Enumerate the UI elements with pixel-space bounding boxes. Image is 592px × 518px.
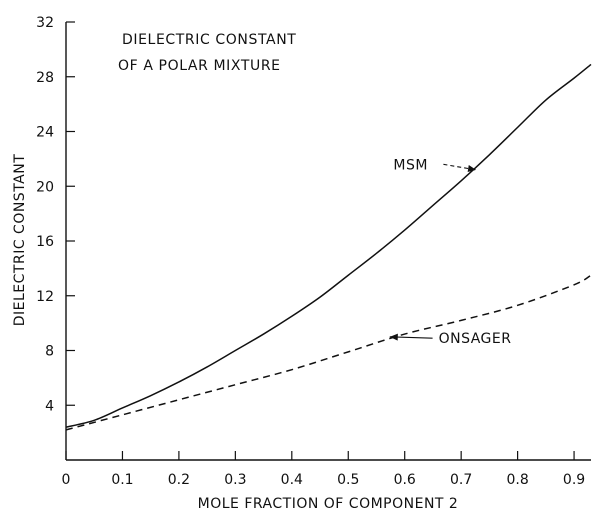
annotation-label-msm: MSM bbox=[393, 157, 428, 173]
x-tick-label: 0.1 bbox=[111, 472, 133, 488]
y-tick-label: 32 bbox=[36, 15, 54, 31]
series-line-msm bbox=[65, 63, 592, 428]
x-tick-label: 0.5 bbox=[337, 472, 359, 488]
y-tick-label: 24 bbox=[36, 125, 54, 141]
annotation-label-onsager: ONSAGER bbox=[439, 331, 512, 347]
y-axis-label: DIELECTRIC CONSTANT bbox=[12, 154, 28, 327]
y-tick-label: 16 bbox=[36, 234, 54, 250]
x-axis-label: MOLE FRACTION OF COMPONENT 2 bbox=[198, 496, 459, 512]
axes: 4 8 12 16 20 24 28 32 0 0.1 0.2 0.3 0.4 0.5 0.6 0.7 0.8 0… bbox=[36, 15, 591, 488]
x-tick-label: 0.3 bbox=[224, 472, 246, 488]
y-tick-label: 20 bbox=[36, 179, 54, 195]
annotation-arrowhead-onsager bbox=[389, 333, 398, 341]
annotations: MSM ONSAGER bbox=[389, 157, 512, 347]
y-tick-label: 4 bbox=[45, 398, 54, 414]
chart-title-line-2: OF A POLAR MIXTURE bbox=[118, 58, 281, 74]
annotation-arrow-msm bbox=[443, 163, 477, 171]
y-tick-label: 28 bbox=[36, 70, 54, 86]
x-tick-label: 0.2 bbox=[168, 472, 190, 488]
x-tick-label: 0.6 bbox=[394, 472, 416, 488]
x-tick-label: 0.7 bbox=[450, 472, 472, 488]
chart-title-line-1: DIELECTRIC CONSTANT bbox=[122, 32, 296, 48]
y-tick-label: 8 bbox=[45, 344, 54, 360]
x-tick-label: 0.8 bbox=[506, 472, 528, 488]
plot-lines bbox=[65, 63, 592, 431]
series-line-onsager bbox=[65, 274, 592, 431]
annotation-arrowhead-msm bbox=[467, 165, 477, 172]
x-tick-label: 0.4 bbox=[281, 472, 303, 488]
x-tick-label: 0.9 bbox=[563, 472, 585, 488]
x-tick-label: 0 bbox=[62, 472, 71, 488]
y-tick-label: 12 bbox=[36, 289, 54, 305]
